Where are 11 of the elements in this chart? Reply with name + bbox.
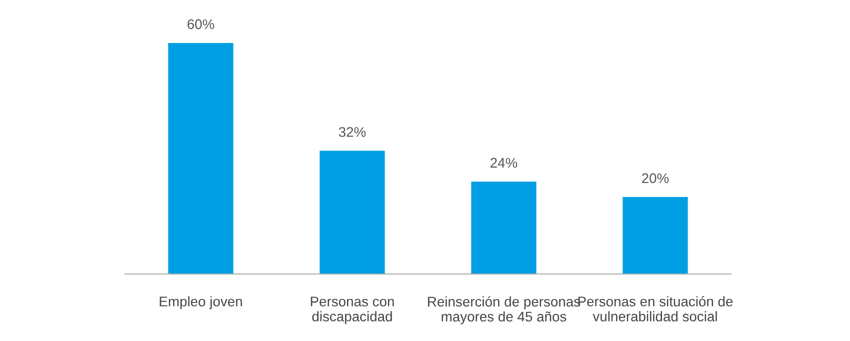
bar <box>320 150 385 274</box>
data-label: 24% <box>490 158 518 168</box>
bar <box>168 42 234 274</box>
data-label: 32% <box>338 127 366 137</box>
data-label: 60% <box>188 19 214 30</box>
data-label: 20% <box>642 173 669 184</box>
x-tick-label: Personas en situación de vulnerabilidad social <box>578 296 733 322</box>
x-tick-label: Empleo joven <box>160 296 242 310</box>
bar <box>622 196 688 274</box>
x-tick-label: Personas con discapacidad <box>310 296 394 324</box>
bar <box>471 182 536 274</box>
